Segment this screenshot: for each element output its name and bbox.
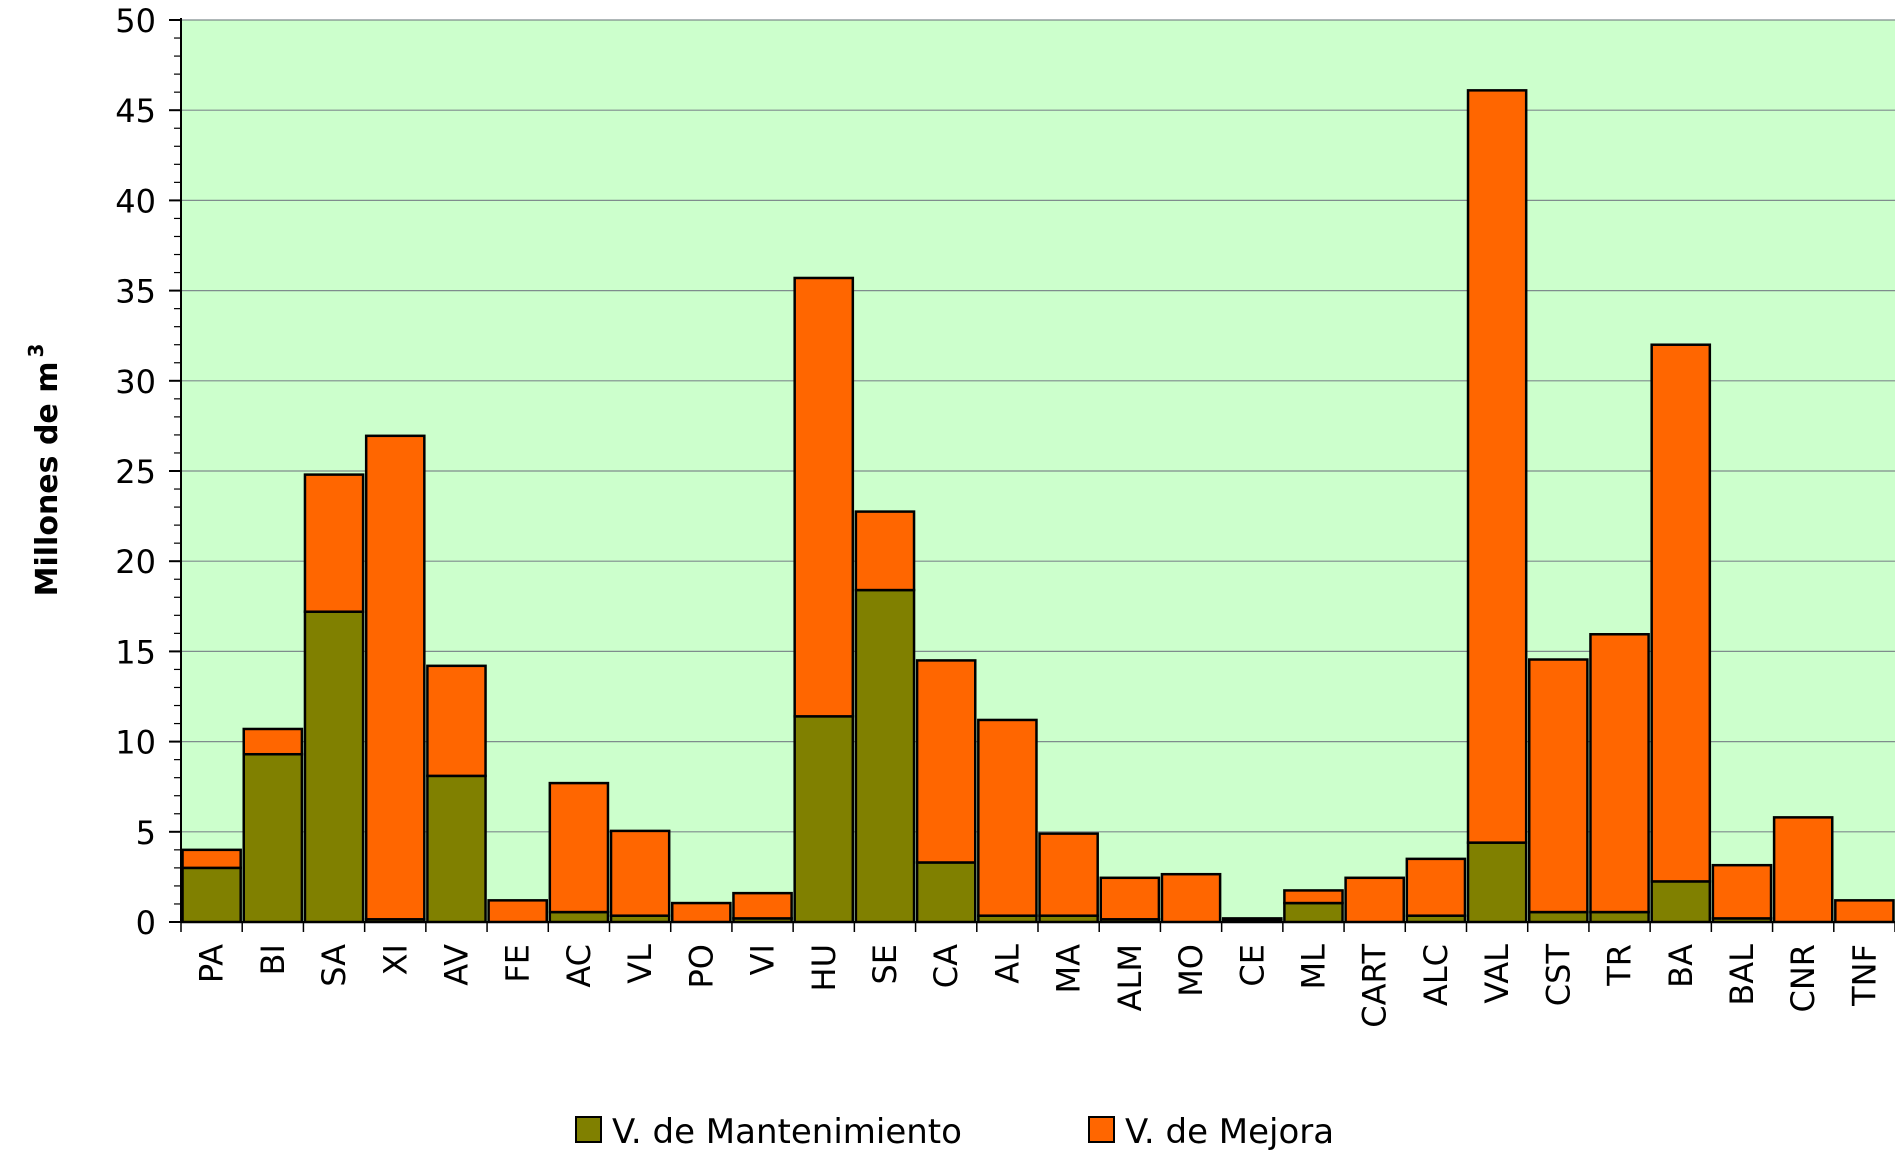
bar-bal-mejora: [1711, 863, 1773, 920]
x-tick-label-po: PO: [682, 944, 720, 988]
x-tick-label-bi: BI: [254, 944, 292, 975]
bar-po-mejora: [670, 901, 732, 924]
bar-val-mejora: [1466, 89, 1528, 844]
y-axis-title-superscript: 3: [24, 344, 48, 358]
x-tick-label-pa: PA: [193, 944, 231, 983]
x-tick-label-tr: TR: [1601, 944, 1639, 987]
legend-item-mantenimiento: V. de Mantenimiento: [575, 1112, 962, 1152]
bar-xi-mejora: [364, 434, 426, 921]
bar-ba-mantenimiento: [1650, 880, 1712, 924]
bar-cart-mejora: [1344, 876, 1406, 924]
legend-label-mantenimiento: V. de Mantenimiento: [612, 1112, 962, 1152]
bar-ba-mejora: [1650, 343, 1712, 883]
x-tick-label-sa: SA: [315, 944, 353, 987]
y-tick-label: 45: [115, 92, 156, 130]
bar-tr-mantenimiento: [1589, 910, 1650, 924]
x-tick-label-vi: VI: [744, 944, 782, 975]
x-tick-label-val: VAL: [1478, 944, 1516, 1004]
x-tick-label-xi: XI: [376, 944, 414, 975]
bar-al-mejora: [977, 718, 1038, 917]
bar-hu-mejora: [793, 276, 855, 718]
x-tick-label-ba: BA: [1662, 944, 1700, 988]
x-tick-label-ce: CE: [1233, 944, 1271, 987]
legend-item-mejora: V. de Mejora: [1088, 1112, 1334, 1152]
y-tick-label: 0: [136, 904, 156, 942]
x-tick-label-ca: CA: [927, 944, 965, 988]
bar-mo-mejora: [1160, 872, 1222, 924]
x-tick-label-bal: BAL: [1723, 944, 1761, 1006]
bar-cst-mejora: [1527, 658, 1589, 914]
bar-sa-mantenimiento: [303, 610, 365, 924]
bar-fe-mejora: [487, 899, 549, 924]
bar-pa-mejora: [181, 848, 242, 870]
legend-swatch-mantenimiento: [575, 1116, 602, 1143]
bar-alc-mejora: [1405, 857, 1467, 917]
bar-cst-mantenimiento: [1527, 910, 1589, 924]
x-tick-label-cst: CST: [1539, 944, 1577, 1007]
x-tick-label-ac: AC: [560, 944, 598, 988]
y-tick-label: 35: [115, 273, 156, 311]
bar-val-mantenimiento: [1466, 841, 1528, 924]
bars: [181, 89, 1895, 924]
x-tick-label-cart: CART: [1356, 944, 1394, 1028]
y-tick-label: 20: [115, 543, 156, 581]
bar-ac-mantenimiento: [548, 910, 610, 924]
x-tick-label-alm: ALM: [1111, 944, 1149, 1011]
bar-pa-mantenimiento: [181, 866, 242, 924]
x-tick-label-ma: MA: [1050, 944, 1088, 994]
bar-ml-mantenimiento: [1283, 901, 1344, 924]
bar-bi-mejora: [242, 727, 304, 756]
x-tick-label-alc: ALC: [1417, 944, 1455, 1006]
x-tick-label-cnr: CNR: [1784, 944, 1822, 1013]
x-tick-label-se: SE: [866, 944, 904, 985]
y-tick-label: 15: [115, 633, 156, 671]
bar-ca-mantenimiento: [915, 861, 977, 924]
bar-ma-mejora: [1038, 832, 1099, 917]
bar-bi-mantenimiento: [242, 752, 304, 924]
bar-vi-mejora: [732, 891, 793, 920]
bar-se-mantenimiento: [854, 588, 916, 924]
bar-tr-mejora: [1589, 633, 1650, 914]
legend: V. de Mantenimiento V. de Mejora: [575, 1112, 1334, 1152]
y-axis-title-text: Millones de m: [30, 362, 65, 597]
bar-sa-mejora: [303, 473, 365, 613]
x-tick-label-ml: ML: [1294, 944, 1332, 990]
legend-label-mejora: V. de Mejora: [1125, 1112, 1334, 1152]
bar-ce-mejora: [1221, 917, 1283, 922]
bar-av-mejora: [426, 664, 487, 778]
x-axis: PA BI SA XI AV FE AC VL PO VI HU SE CA AL MA ALM MO CE ML C…: [180, 921, 1895, 1028]
x-tick-label-al: AL: [988, 944, 1026, 984]
bar-se-mejora: [854, 510, 916, 592]
bar-vl-mejora: [609, 829, 671, 917]
bar-cnr-mejora: [1772, 816, 1834, 924]
y-tick-label: 5: [136, 814, 156, 852]
y-tick-label: 10: [115, 724, 156, 762]
y-tick-label: 40: [115, 182, 156, 220]
y-tick-label: 25: [115, 453, 156, 491]
bar-hu-mantenimiento: [793, 715, 855, 924]
x-tick-label-fe: FE: [499, 944, 537, 983]
y-tick-label: 30: [115, 363, 156, 401]
bar-alm-mejora: [1099, 876, 1161, 921]
x-tick-label-hu: HU: [805, 944, 843, 991]
bar-ca-mejora: [915, 659, 977, 864]
x-tick-label-mo: MO: [1172, 944, 1210, 997]
bar-av-mantenimiento: [426, 774, 487, 924]
gridlines: [181, 19, 1895, 833]
x-tick-label-tnf: TNF: [1845, 944, 1883, 1007]
y-axis: 0 5 10 15 20 25 30 35 40 45 50: [115, 2, 182, 942]
bar-ml-mejora: [1283, 889, 1344, 905]
bar-tnf-mejora: [1834, 899, 1895, 924]
legend-swatch-mejora: [1088, 1116, 1115, 1143]
y-axis-title: Millones de m 3: [24, 344, 65, 597]
x-tick-label-av: AV: [437, 944, 475, 986]
bar-ac-mejora: [548, 781, 610, 914]
x-tick-label-vl: VL: [621, 944, 659, 984]
y-tick-label: 50: [115, 2, 156, 40]
